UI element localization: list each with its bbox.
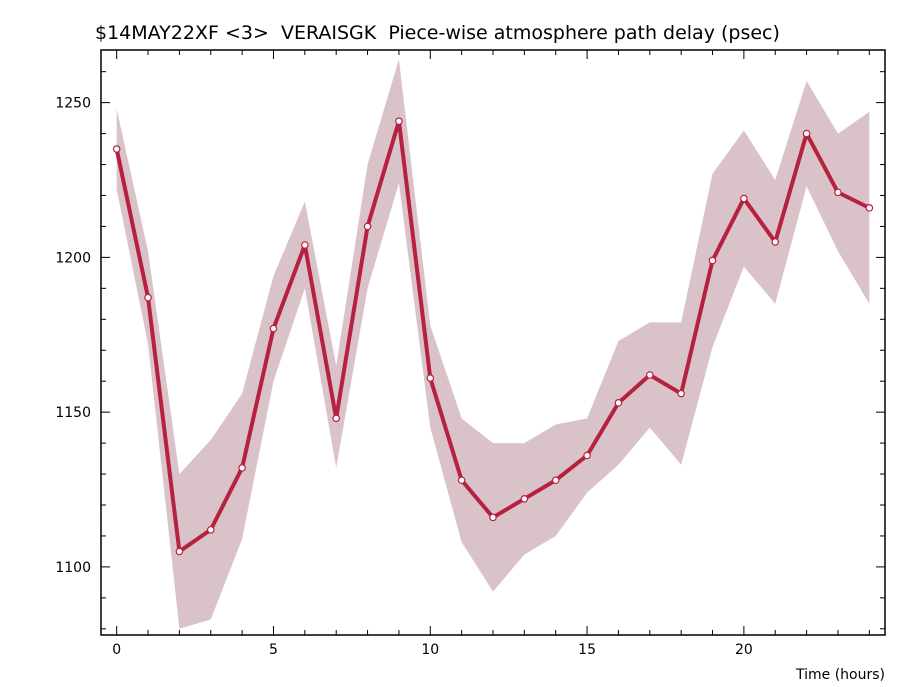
data-point	[457, 476, 466, 485]
uncertainty-band	[116, 59, 870, 629]
y-tick-label: 1100	[55, 560, 91, 576]
data-point	[269, 324, 278, 333]
x-axis-label: Time (hours)	[795, 667, 885, 683]
x-tick-label: 15	[578, 642, 596, 658]
data-point	[175, 547, 184, 556]
y-tick-label: 1250	[55, 96, 91, 112]
data-point	[426, 374, 435, 382]
tick-labels-layer: 0 5 10 15 20 1100 1150 1200 1250	[55, 96, 752, 658]
data-points-layer	[112, 117, 874, 556]
x-tick-label: 20	[735, 642, 753, 658]
y-tick-label: 1150	[55, 405, 91, 421]
data-point	[520, 495, 529, 503]
chart-title: $14MAY22XF <3> VERAISGK Piece-wise atmos…	[95, 22, 780, 44]
x-tick-label: 10	[421, 642, 439, 658]
data-point	[802, 129, 811, 138]
data-point	[301, 241, 309, 249]
data-point	[583, 451, 591, 460]
data-point	[489, 513, 497, 522]
data-point	[834, 188, 842, 197]
data-point	[740, 194, 748, 203]
y-tick-label: 1200	[55, 250, 91, 266]
data-point	[363, 222, 372, 231]
data-point	[238, 464, 246, 472]
data-point	[614, 399, 623, 407]
data-point	[771, 238, 780, 246]
x-tick-label: 5	[269, 642, 278, 658]
data-point	[708, 256, 717, 265]
data-point	[144, 293, 152, 302]
data-point	[395, 117, 403, 125]
uncertainty-band-layer	[116, 59, 870, 629]
data-point	[865, 204, 874, 212]
axis-ticks-layer	[101, 50, 885, 635]
x-tick-label: 0	[112, 642, 121, 658]
data-point	[645, 371, 654, 379]
data-point	[677, 389, 685, 398]
data-point	[551, 476, 560, 485]
data-point	[206, 525, 215, 534]
data-point	[332, 414, 341, 423]
data-point	[112, 145, 121, 153]
